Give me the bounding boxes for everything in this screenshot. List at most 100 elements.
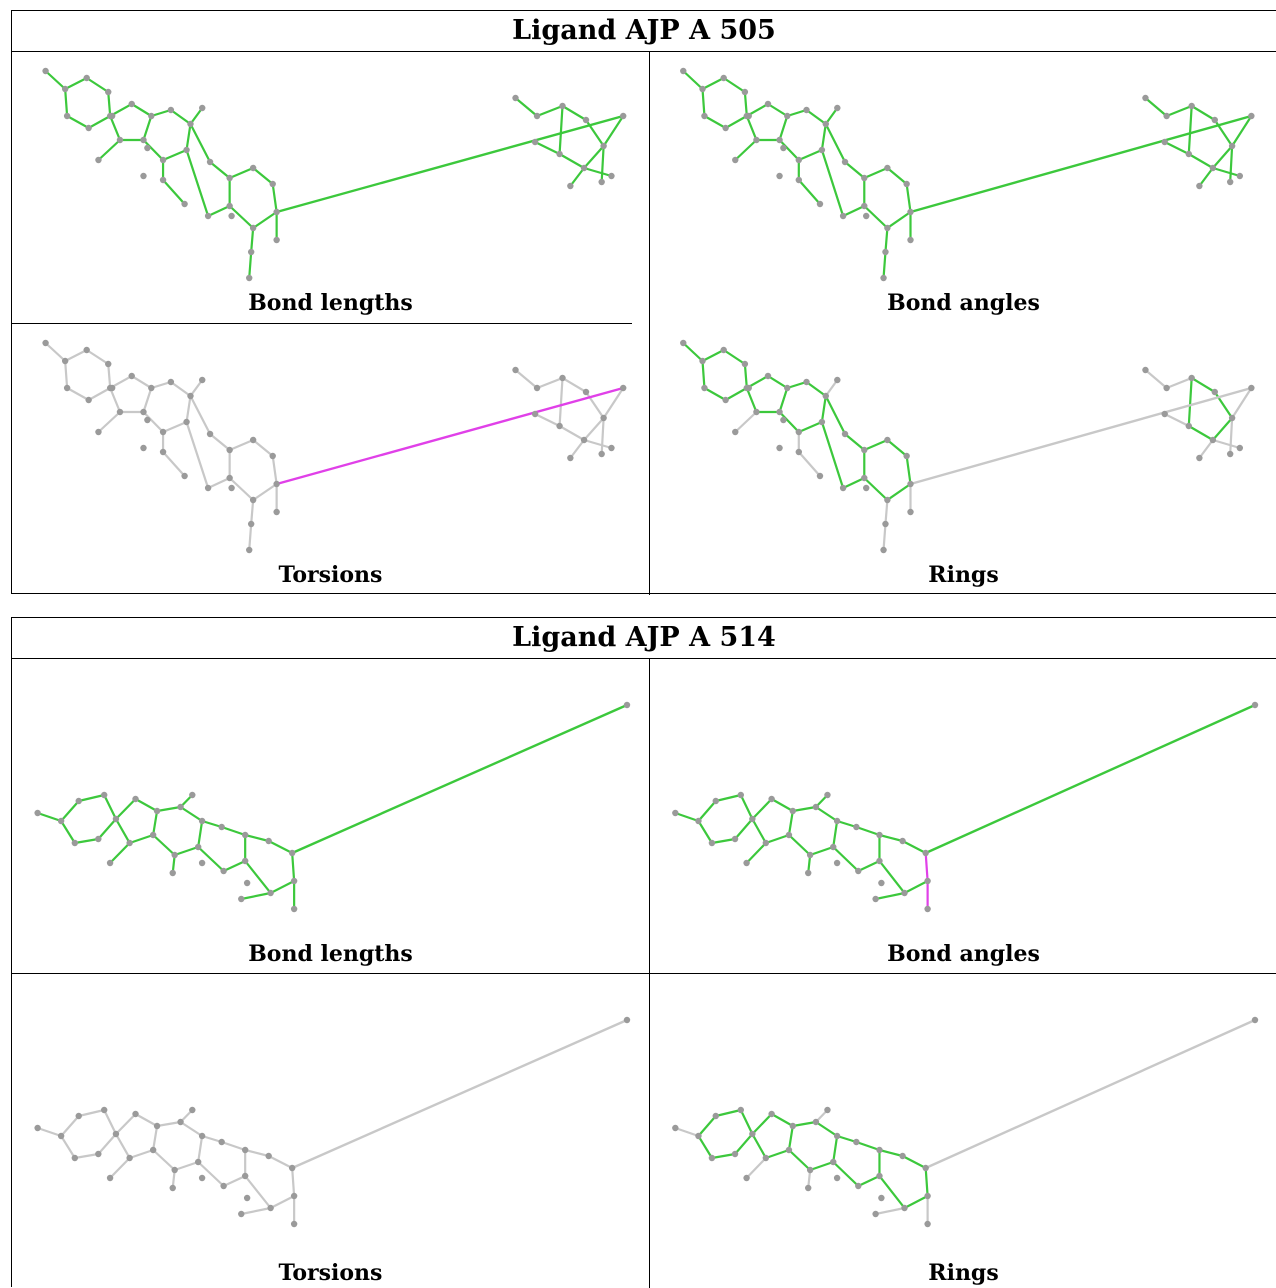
bond xyxy=(248,250,253,280)
bond xyxy=(714,1108,742,1118)
atom xyxy=(924,1192,931,1200)
bond xyxy=(824,394,847,436)
bond xyxy=(809,1160,835,1172)
bond xyxy=(275,386,625,486)
atom xyxy=(269,452,276,460)
atom xyxy=(853,1138,860,1146)
bond xyxy=(674,1126,700,1138)
atom xyxy=(833,817,841,825)
atom xyxy=(830,1158,837,1166)
bond xyxy=(150,108,172,118)
atom xyxy=(924,905,931,913)
atom xyxy=(63,112,71,120)
bond xyxy=(874,1206,906,1216)
bond xyxy=(77,1108,106,1118)
atom xyxy=(876,831,883,839)
bond xyxy=(152,1124,159,1152)
bond xyxy=(60,799,80,823)
atom xyxy=(241,857,249,865)
atom xyxy=(699,85,706,93)
bond xyxy=(751,797,773,821)
atom xyxy=(187,392,194,400)
atom xyxy=(876,1146,883,1154)
atom xyxy=(218,823,225,831)
bond xyxy=(185,420,210,490)
atom xyxy=(126,839,133,847)
bond xyxy=(734,138,758,162)
atom xyxy=(776,136,783,144)
atom xyxy=(105,360,112,368)
atom xyxy=(899,1152,906,1160)
atom xyxy=(226,474,233,482)
bond xyxy=(60,1134,76,1160)
bond xyxy=(208,432,231,452)
bond xyxy=(1229,416,1234,456)
atom xyxy=(116,408,124,416)
bond xyxy=(878,859,906,895)
bond xyxy=(787,833,812,857)
atom xyxy=(556,150,563,158)
atom xyxy=(1248,112,1255,120)
bond xyxy=(863,166,889,180)
atom xyxy=(822,392,829,400)
atom xyxy=(189,791,196,799)
atom xyxy=(785,831,793,839)
bond xyxy=(1198,166,1214,188)
atom xyxy=(731,1150,739,1158)
molecule-diagram xyxy=(672,1016,1259,1228)
atom xyxy=(789,807,797,815)
bond xyxy=(244,1148,270,1158)
atom xyxy=(695,1132,702,1140)
atom xyxy=(839,484,847,492)
molecule-diagram xyxy=(672,701,1259,913)
atom xyxy=(1196,454,1203,462)
atom xyxy=(243,879,251,887)
atom xyxy=(57,817,65,825)
bond xyxy=(878,1174,906,1210)
atom xyxy=(132,795,139,803)
atom xyxy=(816,200,824,208)
atom xyxy=(863,484,870,492)
atom xyxy=(833,1174,841,1182)
bond xyxy=(103,1108,118,1136)
atom xyxy=(241,1172,249,1180)
panel-caption: Rings xyxy=(928,1260,999,1286)
atom xyxy=(924,877,931,885)
atom xyxy=(220,867,227,875)
bond xyxy=(150,380,172,390)
atom xyxy=(764,100,772,108)
atom xyxy=(741,88,749,96)
bond xyxy=(905,454,912,486)
atom xyxy=(764,372,772,380)
bond xyxy=(561,376,588,394)
bond xyxy=(161,148,188,162)
bond xyxy=(558,424,586,442)
bond xyxy=(561,104,588,122)
atom xyxy=(567,454,574,462)
bond xyxy=(189,394,212,436)
bond xyxy=(97,1132,118,1156)
bond xyxy=(64,348,88,363)
atom xyxy=(745,112,752,120)
bond xyxy=(739,1108,754,1136)
bond xyxy=(290,1018,629,1170)
atom xyxy=(194,1158,202,1166)
atom xyxy=(246,274,253,282)
bond xyxy=(924,1166,929,1198)
atom xyxy=(899,837,906,845)
atom xyxy=(218,1138,225,1146)
bond xyxy=(97,817,118,841)
bond xyxy=(1211,438,1241,450)
bond xyxy=(169,108,192,126)
atom xyxy=(269,180,276,188)
bond xyxy=(155,1120,182,1128)
atom xyxy=(785,1146,793,1154)
atom xyxy=(712,797,719,805)
bond xyxy=(832,1134,839,1164)
atom xyxy=(795,428,803,436)
atom xyxy=(95,156,102,164)
bond xyxy=(87,114,112,130)
atom xyxy=(290,1220,298,1228)
atom xyxy=(559,102,566,110)
atom xyxy=(246,546,253,554)
